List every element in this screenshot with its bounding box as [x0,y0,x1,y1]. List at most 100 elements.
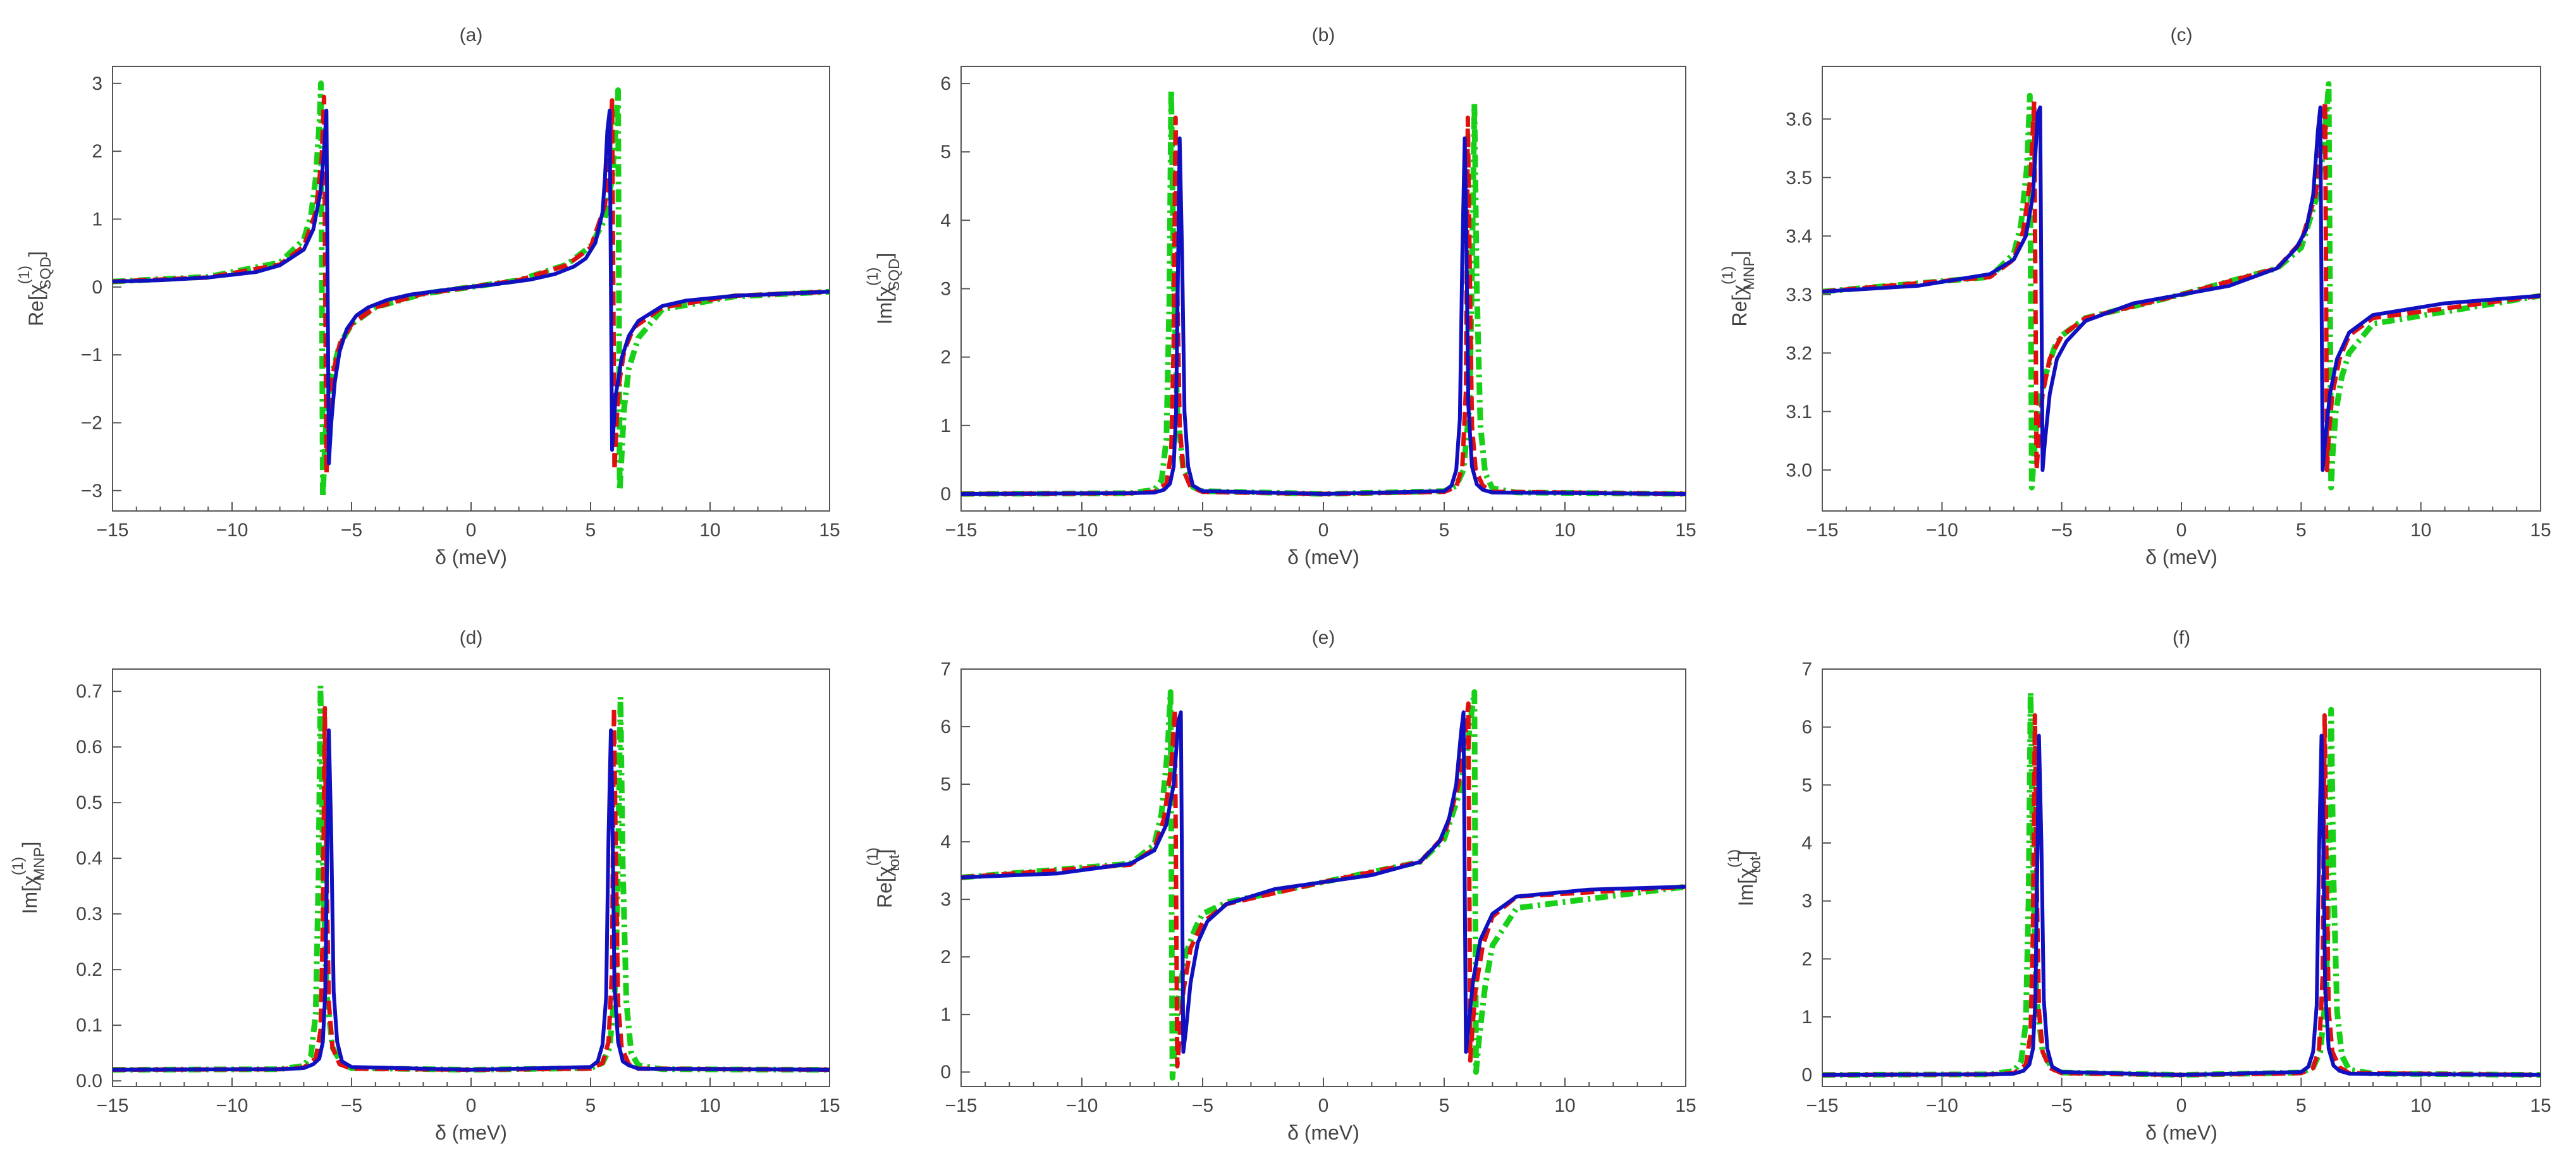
x-tick-label: 10 [2410,520,2431,541]
panel-label: (a) [460,25,483,46]
y-tick-label: −1 [81,345,102,366]
y-tick-label: 6 [1801,717,1812,738]
x-tick-label: 5 [586,1095,596,1116]
series-line-dashed [1822,99,2541,472]
series-line-solid [961,136,1686,496]
series-line-solid [961,710,1686,1054]
x-tick-label: −5 [341,520,362,541]
x-tick-label: 15 [819,1095,840,1116]
chart-panel-b: (b) −15 −10 −5 0 5 10 15 0 1 2 3 4 5 6 δ (meV) Im[χ(1) SQ… [864,25,1696,569]
y-tick-label: 3.0 [1786,460,1812,481]
series-line-dashdot [961,689,1686,1081]
series-line-dashed [961,701,1686,1069]
y-tick-label: −2 [81,412,102,433]
x-tick-label: −15 [945,1095,978,1116]
y-tick-label: 4 [940,210,951,231]
plot-frame [960,668,1686,1087]
x-tick-label: 0 [2176,1095,2187,1116]
x-axis-label: δ (meV) [1287,546,1359,569]
x-tick-label: 15 [819,520,840,541]
y-tick-label: 5 [940,774,951,795]
series-line-dashed [113,94,830,476]
x-tick-label: −5 [1192,520,1213,541]
x-tick-label: 5 [1439,520,1450,541]
y-tick-label: 5 [940,142,951,163]
x-tick-label: −10 [216,520,248,541]
series-line-dashed [113,706,830,1073]
y-tick-label: 3.5 [1786,168,1812,188]
x-tick-label: −5 [341,1095,362,1116]
x-tick-label: −10 [1066,520,1098,541]
x-tick-label: −10 [1066,1095,1098,1116]
series-line-dashdot [961,87,1686,497]
series-line-solid [1822,105,2541,472]
x-tick-label: 15 [2530,1095,2551,1116]
x-tick-label: −10 [1926,520,1958,541]
x-tick-label: 0 [466,520,477,541]
y-tick-label: 3 [940,889,951,910]
x-tick-label: 0 [1318,1095,1329,1116]
y-tick-label: 0 [940,1062,951,1083]
panel-label: (c) [2171,25,2193,46]
x-tick-label: 5 [586,520,596,541]
y-axis-label: Im[χ(1) SQD] [864,253,903,324]
y-tick-label: 0.2 [76,959,102,980]
y-tick-label: 0.3 [76,904,102,925]
x-tick-label: 0 [2176,520,2187,541]
x-tick-label: −5 [2051,1095,2073,1116]
x-tick-label: 5 [2296,1095,2307,1116]
chart-panel-e: (e) −15 −10 −5 0 5 10 15 0 1 2 3 4 5 6 7 δ (meV) Re[χ(1) t… [864,627,1696,1144]
y-axis-label: Im[χ(1) tot] [1726,849,1764,907]
y-tick-label: 6 [940,717,951,737]
y-axis-label: Re[χ(1) tot] [864,847,903,908]
y-tick-label: 1 [940,415,951,436]
panel-label: (f) [2173,627,2190,648]
x-axis-label: δ (meV) [2145,1121,2217,1144]
y-tick-label: 2 [1801,949,1812,969]
x-tick-label: 10 [699,520,720,541]
series-line-dashed [1822,713,2541,1078]
y-tick-label: 0 [940,484,951,505]
x-axis-label: δ (meV) [2145,546,2217,569]
y-tick-label: 0.1 [76,1015,102,1036]
y-tick-label: 3.3 [1786,285,1812,305]
x-tick-label: −15 [1806,1095,1839,1116]
series-line-dashed [961,115,1686,496]
x-tick-label: −15 [97,520,129,541]
x-tick-label: −15 [1806,520,1839,541]
y-tick-label: 4 [1801,833,1812,854]
y-tick-label: 0 [1801,1065,1812,1086]
chart-panel-c: (c) −15 −10 −5 0 5 10 15 3.0 3.1 3.2 3.3 3.4 3.5 3.6 δ … [1719,25,2551,569]
y-tick-label: 0.0 [76,1071,102,1092]
y-tick-label: 3 [1801,891,1812,912]
y-tick-label: 4 [940,832,951,852]
y-tick-label: 0.7 [76,681,102,702]
x-tick-label: 15 [1675,1095,1696,1116]
x-tick-label: −5 [2051,520,2073,541]
y-axis-label: Re[χ(1) MNP] [1719,250,1758,326]
x-tick-label: −15 [97,1095,129,1116]
panel-label: (d) [460,627,483,648]
series-line-dashdot [1822,689,2541,1078]
x-axis-label: δ (meV) [435,1121,507,1144]
y-tick-label: 2 [92,141,102,162]
y-tick-label: 7 [1801,659,1812,680]
y-tick-label: −3 [81,481,102,501]
x-tick-label: 10 [1554,1095,1575,1116]
y-tick-label: 2 [940,347,951,368]
y-tick-label: 0.4 [76,848,102,869]
x-tick-label: 0 [1318,520,1329,541]
x-tick-label: 5 [1439,1095,1450,1116]
y-axis-label: Re[χ(1) SQD] [16,251,54,326]
panel-label: (b) [1312,25,1335,46]
y-tick-label: 5 [1801,775,1812,796]
series-line-solid [1822,734,2541,1077]
y-tick-label: 3.1 [1786,402,1812,422]
y-axis-label: Im[χ(1) MNP] [9,842,48,914]
y-tick-label: 0.5 [76,792,102,813]
x-tick-label: 15 [2530,520,2551,541]
plot-frame [960,66,1686,512]
series-line-solid [113,108,830,465]
y-tick-label: 3 [940,279,951,300]
